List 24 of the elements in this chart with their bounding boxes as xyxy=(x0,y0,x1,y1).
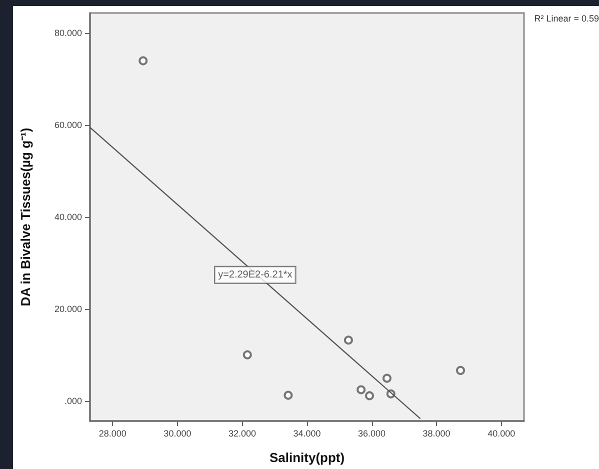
point xyxy=(365,391,374,400)
x-tick-label: 40.000 xyxy=(488,428,516,438)
point xyxy=(356,385,366,394)
y-tick-label: 80.000 xyxy=(54,28,82,38)
x-tick-label: 30.000 xyxy=(164,428,192,438)
point xyxy=(284,390,293,400)
point xyxy=(138,56,148,66)
y-tick-label: 40.000 xyxy=(54,212,82,222)
point xyxy=(382,374,392,383)
y-axis-title: DA in Bivalve Tissues(µg g⁻¹) xyxy=(18,128,33,306)
x-tick-label: 28.000 xyxy=(98,428,126,438)
annotation: y=2.29E2-6.21*x xyxy=(218,269,292,280)
y-tick-label: .000 xyxy=(64,396,82,406)
point xyxy=(456,366,466,375)
point xyxy=(344,336,353,345)
text: R² Linear = 0.59 xyxy=(534,14,599,24)
y-tick-label: 60.000 xyxy=(54,120,82,130)
x-tick-label: 36.000 xyxy=(358,428,386,438)
y-tick-label: 20.000 xyxy=(54,304,82,314)
point xyxy=(242,350,252,360)
x-tick-label: 32.000 xyxy=(228,428,256,438)
x-axis-title: Salinity(ppt) xyxy=(269,450,345,465)
x-tick-label: 34.000 xyxy=(293,428,321,438)
x-tick-label: 38.000 xyxy=(422,428,450,438)
